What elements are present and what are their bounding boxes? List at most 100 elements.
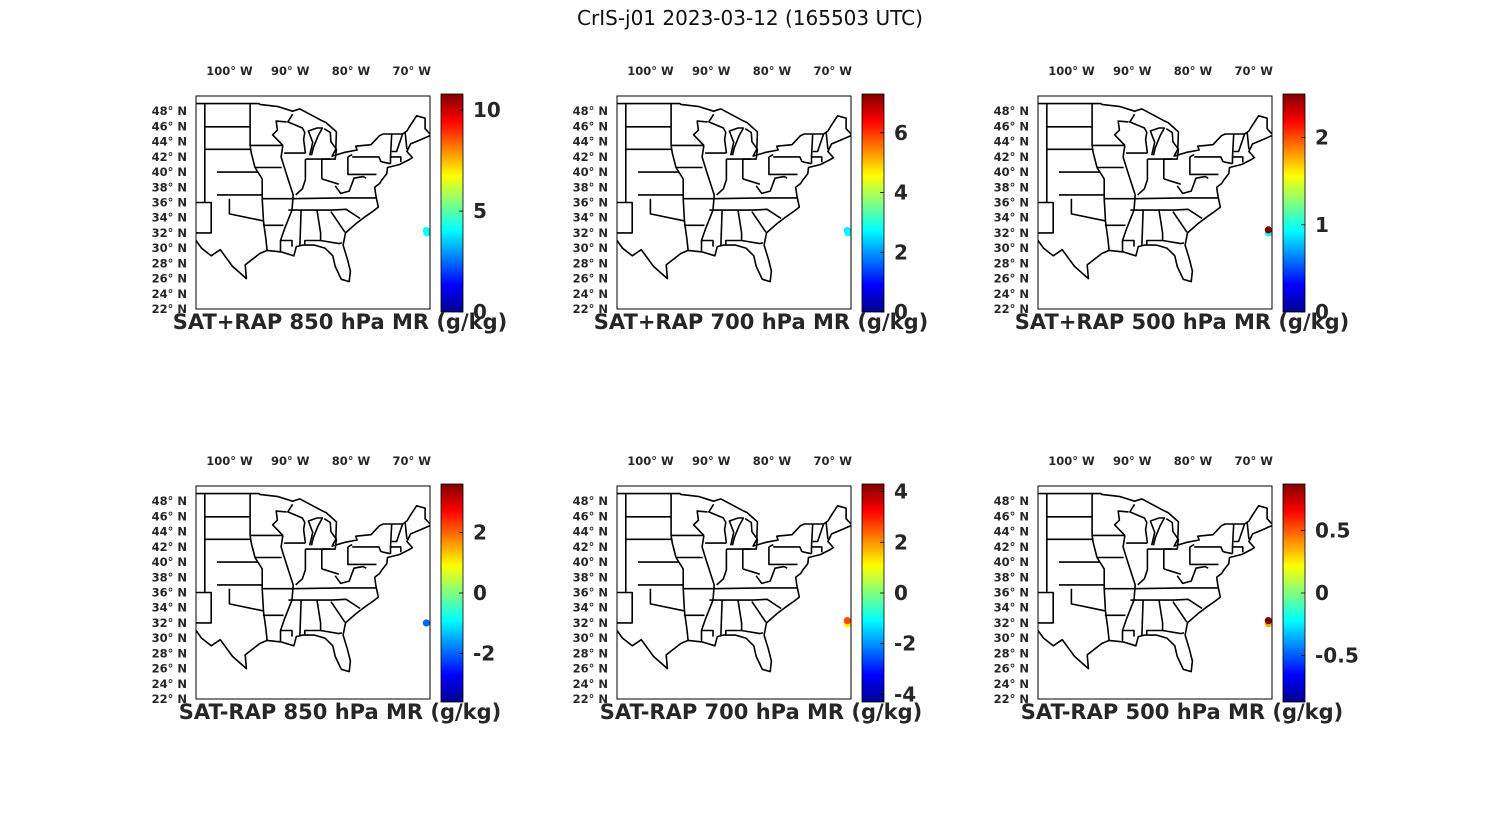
state-boundary: [1091, 103, 1110, 251]
state-boundary: [330, 601, 346, 623]
lat-tick-label: 40° N: [994, 555, 1029, 569]
state-boundary: [1231, 133, 1235, 157]
map-outlines: [617, 102, 851, 283]
lat-tick-label: 38° N: [573, 570, 608, 584]
canada-border: [1038, 102, 1272, 157]
state-boundary: [1189, 543, 1195, 548]
state-boundary: [271, 510, 287, 536]
lat-tick-label: 44° N: [994, 525, 1029, 539]
state-boundary: [1129, 113, 1149, 154]
lat-tick-label: 48° N: [573, 104, 608, 118]
colorbar: [861, 93, 885, 313]
lon-tick-label: 70° W: [1235, 454, 1274, 468]
lat-tick-label: 48° N: [994, 494, 1029, 508]
lat-tick-label: 42° N: [152, 150, 187, 164]
map-frame: [195, 95, 431, 310]
lon-tick-label: 90° W: [692, 64, 731, 78]
state-boundary: [307, 127, 324, 156]
state-boundary: [1113, 120, 1129, 146]
state-boundary: [262, 587, 376, 590]
state-boundary: [228, 588, 264, 612]
state-boundary: [709, 208, 782, 220]
state-boundary: [1163, 568, 1182, 575]
colorbar-tick-label: 0: [1315, 581, 1329, 605]
panel-sat-plus-rap-700: 100° W 90° W 80° W 70° W 22° N 24° N 26° N 28° …: [546, 62, 966, 342]
state-boundary: [683, 587, 797, 590]
state-boundary: [288, 208, 361, 220]
state-boundary: [1070, 198, 1106, 222]
lon-tick-label: 80° W: [332, 454, 371, 468]
state-boundary: [307, 517, 324, 546]
state-boundary: [755, 175, 788, 195]
state-boundary: [742, 178, 761, 185]
state-boundary: [1233, 523, 1246, 543]
state-boundary: [825, 131, 829, 150]
state-boundary: [692, 510, 708, 536]
lat-tick-label: 30° N: [152, 631, 187, 645]
state-boundary: [649, 198, 685, 222]
lat-tick-label: 26° N: [994, 272, 1029, 286]
data-point: [844, 229, 852, 237]
data-point: [423, 229, 431, 237]
colorbar-tick-label: 1: [1315, 213, 1329, 237]
lon-tick-label: 100° W: [206, 64, 253, 78]
map-outlines: [617, 492, 851, 673]
state-boundary: [299, 210, 302, 246]
state-boundary: [701, 629, 714, 637]
lon-tick-label: 100° W: [627, 64, 674, 78]
state-boundary: [683, 197, 797, 200]
lon-tick-label: 80° W: [753, 64, 792, 78]
canada-border: [196, 492, 430, 547]
state-boundary: [287, 113, 307, 154]
colorbar-tick-label: 10: [473, 98, 501, 122]
lat-tick-label: 40° N: [573, 165, 608, 179]
panel-title: SAT+RAP 500 hPa MR (g/kg): [1014, 310, 1350, 334]
lat-tick-label: 38° N: [994, 570, 1029, 584]
lon-tick-label: 100° W: [627, 454, 674, 468]
lat-tick-label: 34° N: [573, 601, 608, 615]
state-boundary: [389, 133, 393, 157]
state-boundary: [742, 518, 759, 550]
lat-tick-label: 44° N: [573, 525, 608, 539]
state-boundary: [810, 133, 814, 157]
state-boundary: [1129, 503, 1149, 544]
colorbar: [1282, 93, 1306, 313]
state-boundary: [751, 211, 767, 233]
state-boundary: [716, 159, 728, 196]
coastline: [1038, 134, 1272, 283]
data-point: [843, 617, 851, 625]
state-boundary: [1231, 546, 1244, 554]
state-boundary: [670, 493, 689, 641]
colorbar-tick-label: -4: [894, 682, 916, 706]
state-boundary: [1137, 159, 1149, 196]
lat-tick-label: 28° N: [994, 256, 1029, 270]
state-boundary: [280, 239, 293, 247]
lat-tick-label: 44° N: [994, 135, 1029, 149]
state-boundary: [228, 198, 264, 222]
lat-tick-label: 24° N: [994, 287, 1029, 301]
lat-tick-label: 44° N: [573, 135, 608, 149]
state-boundary: [810, 523, 814, 547]
colorbar-tick-label: 0: [894, 581, 908, 605]
state-boundary: [1137, 549, 1149, 586]
map-frame: [616, 95, 852, 310]
lat-tick-label: 32° N: [152, 616, 187, 630]
lon-tick-label: 70° W: [814, 64, 853, 78]
state-boundary: [321, 128, 338, 160]
lat-tick-label: 26° N: [152, 272, 187, 286]
lat-tick-label: 46° N: [994, 509, 1029, 523]
lat-tick-label: 26° N: [573, 662, 608, 676]
colorbar-tick-label: 0: [473, 581, 487, 605]
state-boundary: [321, 518, 338, 550]
map-frame: [616, 485, 852, 700]
state-boundary: [1104, 587, 1218, 590]
state-boundary: [773, 156, 812, 165]
state-boundary: [708, 113, 728, 154]
state-boundary: [304, 599, 322, 636]
state-boundary: [404, 131, 408, 150]
panel-sat-minus-rap-700: 100° W 90° W 80° W 70° W 22° N 24° N 26° N 28° …: [546, 452, 966, 732]
lon-tick-label: 80° W: [332, 64, 371, 78]
state-boundary: [280, 629, 293, 637]
colorbar-tick-label: 5: [473, 199, 487, 223]
lat-tick-label: 30° N: [994, 241, 1029, 255]
